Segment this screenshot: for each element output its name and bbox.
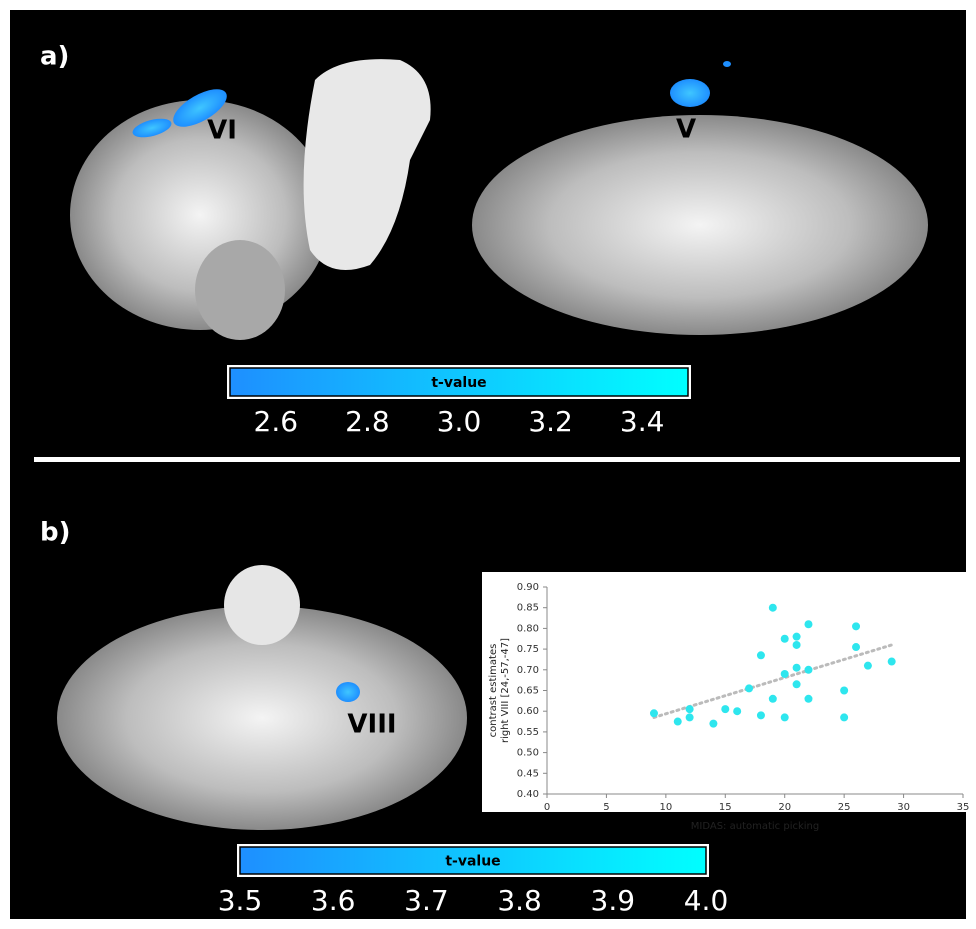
- x-tick-label: 15: [719, 802, 732, 813]
- colorbar-tick-label: 2.8: [345, 405, 390, 438]
- point: [757, 711, 765, 719]
- point: [781, 713, 789, 721]
- region-label: VIII: [347, 710, 396, 740]
- panel-label: a): [40, 42, 69, 72]
- x-tick-label: 35: [957, 802, 970, 813]
- point: [674, 718, 682, 726]
- colorbar-title: t-value: [431, 375, 486, 391]
- y-axis-label: contrast estimates: [488, 644, 499, 738]
- y-tick-label: 0.70: [517, 665, 539, 676]
- point: [804, 666, 812, 674]
- colorbar-tick-label: 3.5: [218, 884, 263, 917]
- x-tick-label: 5: [603, 802, 609, 813]
- region-label: V: [676, 115, 696, 145]
- point: [686, 705, 694, 713]
- brain-coronal: [472, 115, 928, 335]
- figure: a) VI V b) VIII t-value 2.6 2.8 3.0 3.2 3.4 t-…: [0, 0, 976, 929]
- y-tick-label: 0.50: [517, 748, 539, 759]
- point: [781, 670, 789, 678]
- point: [650, 709, 658, 717]
- point: [745, 684, 753, 692]
- y-tick-label: 0.85: [517, 603, 539, 614]
- colorbar-tick-label: 3.0: [437, 405, 482, 438]
- colorbar-tick-label: 4.0: [684, 884, 729, 917]
- colorbar-tick-label: 3.4: [620, 405, 665, 438]
- colorbar-title: t-value: [445, 854, 500, 870]
- plot-background: [482, 572, 966, 812]
- y-tick-label: 0.40: [517, 789, 539, 800]
- brain-lobe: [195, 240, 285, 340]
- point: [769, 604, 777, 612]
- point: [757, 651, 765, 659]
- panel-label: b): [40, 518, 71, 548]
- x-tick-label: 20: [778, 802, 791, 813]
- point: [793, 633, 801, 641]
- page: {"panels": [ {"label": "a)", "regions": …: [0, 0, 976, 929]
- y-tick-label: 0.80: [517, 623, 539, 634]
- y-tick-label: 0.55: [517, 727, 539, 738]
- y-tick-label: 0.75: [517, 644, 539, 655]
- brainstem: [224, 565, 300, 645]
- colorbar-tick-label: 3.8: [497, 884, 542, 917]
- separator: [34, 457, 960, 462]
- point: [793, 641, 801, 649]
- colorbar-tick-label: 3.9: [591, 884, 636, 917]
- point: [852, 643, 860, 651]
- x-axis-label: MIDAS: automatic picking: [691, 821, 819, 832]
- point: [781, 635, 789, 643]
- point: [888, 658, 896, 666]
- x-tick-label: 0: [544, 802, 550, 813]
- activation: [670, 79, 710, 107]
- colorbar-tick-label: 3.6: [311, 884, 356, 917]
- region-label: VI: [207, 116, 237, 146]
- colorbar-tick-label: 3.2: [528, 405, 573, 438]
- point: [852, 622, 860, 630]
- y-tick-label: 0.60: [517, 706, 539, 717]
- y-tick-label: 0.45: [517, 768, 539, 779]
- y-tick-label: 0.65: [517, 686, 539, 697]
- x-tick-label: 30: [897, 802, 910, 813]
- point: [686, 713, 694, 721]
- y-tick-label: 0.90: [517, 582, 539, 593]
- point: [864, 662, 872, 670]
- point: [804, 620, 812, 628]
- point: [840, 713, 848, 721]
- point: [840, 687, 848, 695]
- point: [769, 695, 777, 703]
- x-tick-label: 25: [838, 802, 851, 813]
- colorbar-tick-label: 2.6: [254, 405, 299, 438]
- activation: [336, 682, 360, 702]
- point: [793, 664, 801, 672]
- point: [709, 720, 717, 728]
- activation: [723, 61, 731, 67]
- x-tick-label: 10: [659, 802, 672, 813]
- point: [793, 680, 801, 688]
- point: [721, 705, 729, 713]
- point: [804, 695, 812, 703]
- point: [733, 707, 741, 715]
- colorbar-tick-label: 3.7: [404, 884, 449, 917]
- y-axis-label: right VIII [24,-57,-47]: [500, 638, 511, 743]
